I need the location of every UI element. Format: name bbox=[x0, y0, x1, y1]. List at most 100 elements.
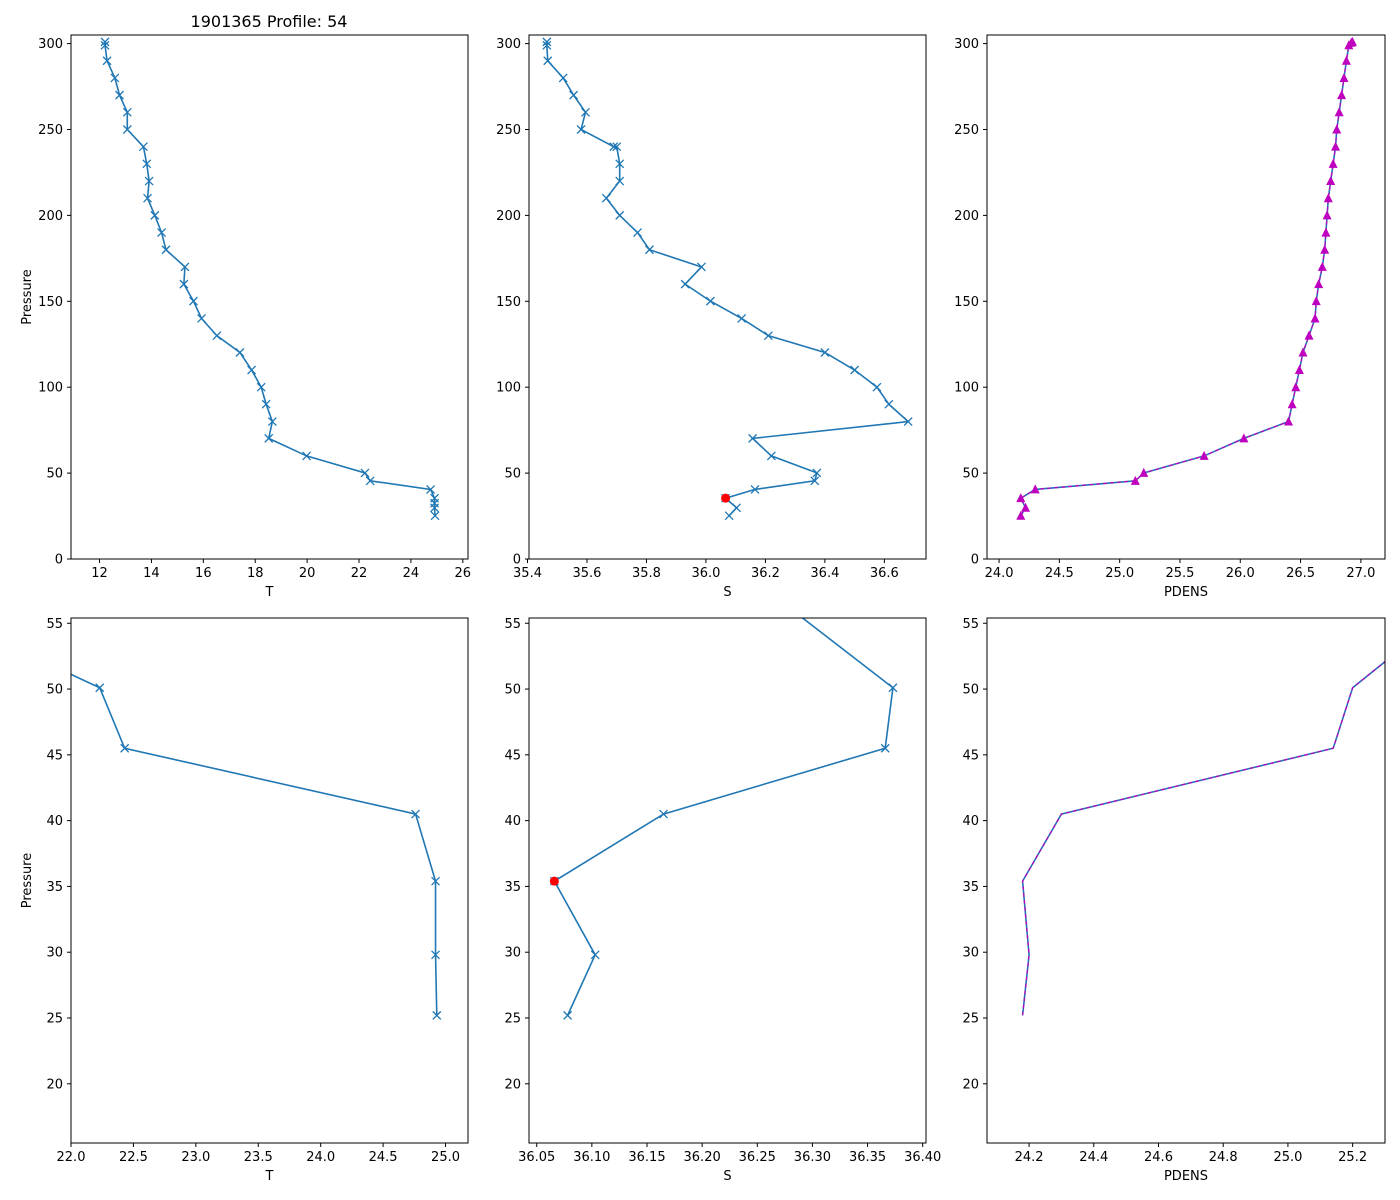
data-point bbox=[1239, 433, 1249, 443]
data-point bbox=[612, 142, 622, 152]
y-tick-label: 50 bbox=[46, 467, 63, 482]
marker-stroke bbox=[601, 193, 611, 203]
x-tick-label: 26.5 bbox=[1286, 566, 1315, 581]
data-point bbox=[189, 296, 198, 306]
y-tick-label: 100 bbox=[38, 381, 63, 396]
data-point bbox=[1294, 365, 1304, 375]
y-tick-label: 0 bbox=[971, 553, 979, 568]
data-point bbox=[180, 262, 190, 272]
data-point bbox=[1304, 330, 1314, 340]
marker-stroke bbox=[411, 809, 421, 819]
axes-frame bbox=[70, 617, 469, 1144]
x-tick-label: 22.5 bbox=[119, 1150, 148, 1165]
flagged-point bbox=[549, 876, 559, 886]
data-point bbox=[750, 484, 760, 494]
marker-stroke bbox=[609, 142, 619, 152]
data-point bbox=[120, 743, 130, 753]
y-tick-label: 35 bbox=[962, 880, 979, 895]
panel-bottom-right: 24.2 24.4 24.6 24.8 25.0 25.2 20 25 30 35 40 45 50 55… bbox=[962, 617, 1386, 1184]
data-point bbox=[644, 245, 654, 255]
marker-stroke bbox=[212, 331, 222, 341]
x-tick-label: 36.30 bbox=[794, 1150, 831, 1165]
data-point bbox=[1016, 510, 1026, 520]
data-point bbox=[1334, 107, 1344, 117]
x-tick-label: 22 bbox=[351, 566, 368, 581]
marker-stroke bbox=[302, 451, 312, 461]
marker-stroke bbox=[850, 365, 860, 375]
x-tick-label: 25.2 bbox=[1338, 1150, 1367, 1165]
data-point bbox=[122, 125, 132, 134]
marker-stroke bbox=[143, 193, 153, 203]
marker-stroke bbox=[256, 382, 266, 392]
data-point bbox=[569, 90, 579, 100]
data-point bbox=[95, 683, 105, 693]
x-tick-label: 24.8 bbox=[1209, 1150, 1238, 1165]
panel-top-left: 12 14 16 18 20 22 24 26 0 50 100 150 200 250 300 T Press… bbox=[20, 34, 471, 600]
marker-stroke bbox=[430, 511, 440, 521]
y-tick-label: 50 bbox=[962, 467, 979, 482]
marker-stroke bbox=[179, 279, 189, 289]
marker-stroke bbox=[590, 950, 600, 960]
data-point bbox=[431, 950, 441, 960]
marker-stroke bbox=[180, 262, 190, 272]
data-point bbox=[426, 484, 436, 494]
data-point bbox=[1291, 382, 1301, 392]
data-point bbox=[1322, 210, 1332, 220]
x-tick-label: 35.8 bbox=[632, 566, 661, 581]
y-tick-label: 55 bbox=[962, 617, 979, 632]
data-point bbox=[261, 399, 271, 409]
x-tick-label: 23.5 bbox=[244, 1150, 273, 1165]
x-tick-label: 36.35 bbox=[849, 1150, 886, 1165]
data-point bbox=[1030, 484, 1040, 494]
y-tick-label: 35 bbox=[504, 880, 521, 895]
y-tick-label: 20 bbox=[962, 1077, 979, 1092]
data-point bbox=[884, 399, 894, 409]
x-tick-label: 27.0 bbox=[1346, 566, 1375, 581]
figure-title: 1901365 Profile: 54 bbox=[191, 12, 348, 31]
data-point bbox=[150, 210, 160, 220]
y-tick-label: 250 bbox=[38, 123, 63, 138]
x-tick-label: 22.0 bbox=[57, 1150, 86, 1165]
axes-frame bbox=[528, 34, 927, 560]
data-point bbox=[1311, 296, 1321, 306]
data-point bbox=[737, 314, 747, 323]
data-point bbox=[197, 314, 206, 323]
marker-stroke bbox=[820, 348, 830, 357]
data-point bbox=[763, 331, 773, 341]
marker-stroke bbox=[95, 683, 105, 693]
y-tick-label: 200 bbox=[954, 209, 979, 224]
data-point bbox=[748, 433, 758, 443]
axes-frame bbox=[70, 34, 469, 560]
data-point bbox=[144, 176, 154, 186]
data-point bbox=[543, 56, 553, 66]
y-tick-label: 300 bbox=[38, 37, 63, 52]
marker-stroke bbox=[884, 399, 894, 409]
axes-frame bbox=[986, 34, 1386, 560]
x-tick-label: 25.0 bbox=[431, 1150, 460, 1165]
data-point bbox=[138, 142, 148, 152]
marker-stroke bbox=[142, 159, 152, 169]
data-point bbox=[1321, 227, 1331, 237]
marker-stroke bbox=[432, 1010, 442, 1020]
data-point bbox=[1347, 36, 1357, 46]
x-tick-label: 24.0 bbox=[306, 1150, 335, 1165]
data-point bbox=[1317, 261, 1327, 271]
data-point bbox=[1339, 72, 1349, 82]
data-point bbox=[102, 56, 112, 66]
x-tick-label: 36.4 bbox=[810, 566, 839, 581]
data-point bbox=[705, 296, 715, 306]
axes-frame bbox=[986, 617, 1386, 1144]
data-point bbox=[1341, 55, 1351, 65]
marker-stroke bbox=[576, 125, 586, 134]
data-point bbox=[430, 511, 440, 521]
x-tick-label: 14 bbox=[143, 566, 160, 581]
y-tick-label: 200 bbox=[38, 209, 63, 224]
panel-top-right: 24.0 24.5 25.0 25.5 26.0 26.5 27.0 0 50 100 150 200… bbox=[954, 34, 1386, 600]
marker-stroke bbox=[563, 1010, 573, 1020]
data-point bbox=[235, 348, 245, 357]
data-point bbox=[430, 493, 439, 503]
data-point bbox=[1326, 176, 1336, 186]
marker-stroke bbox=[812, 468, 822, 478]
y-tick-label: 100 bbox=[954, 381, 979, 396]
